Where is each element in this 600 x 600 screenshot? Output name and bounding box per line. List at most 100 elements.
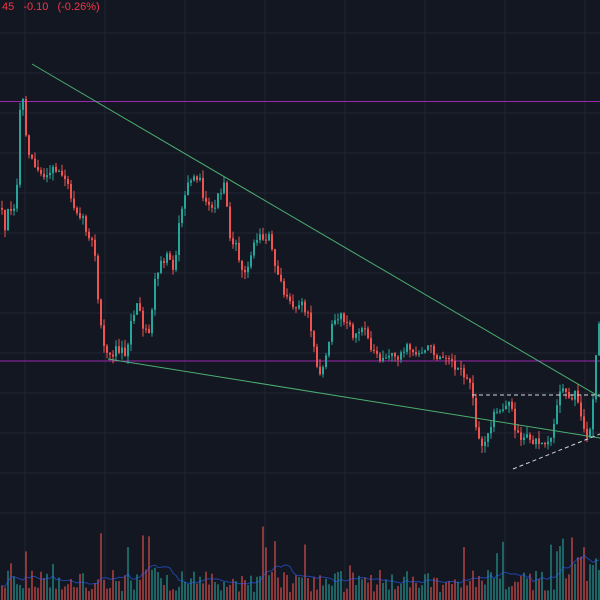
- candle-body-20: [61, 170, 63, 176]
- volume-bar-63: [190, 578, 192, 600]
- volume-bar-61: [184, 581, 186, 600]
- volume-bar-12: [37, 587, 39, 600]
- candle-body-105: [316, 346, 318, 367]
- volume-bar-152: [457, 581, 459, 600]
- volume-bar-97: [292, 583, 294, 600]
- candle-body-131: [394, 352, 396, 357]
- volume-bar-149: [448, 581, 450, 600]
- candle-body-130: [391, 352, 393, 356]
- candle-body-114: [343, 313, 345, 322]
- candle-body-190: [571, 397, 573, 400]
- volume-bar-92: [277, 577, 279, 600]
- volume-bar-41: [124, 575, 126, 600]
- volume-bar-101: [304, 544, 306, 600]
- volume-bar-181: [544, 590, 546, 600]
- candle-body-141: [424, 350, 426, 353]
- candle-body-144: [433, 345, 435, 356]
- volume-bar-33: [100, 533, 102, 600]
- volume-bar-140: [421, 585, 423, 600]
- volume-bar-19: [58, 577, 60, 600]
- candle-body-150: [451, 359, 453, 361]
- trendline-1[interactable]: [107, 358, 600, 439]
- candle-body-111: [334, 320, 336, 325]
- candle-body-147: [442, 356, 444, 358]
- candle-body-107: [322, 367, 324, 375]
- volume-bar-132: [397, 586, 399, 600]
- volume-bar-72: [217, 584, 219, 600]
- candle-body-161: [484, 441, 486, 446]
- candle-body-8: [25, 98, 27, 136]
- candle-body-13: [40, 170, 42, 174]
- volume-bar-81: [244, 580, 246, 600]
- candle-body-117: [352, 324, 354, 338]
- candle-body-189: [568, 391, 570, 398]
- candle-body-135: [406, 344, 408, 352]
- candle-body-101: [304, 301, 306, 313]
- dashed-trendline-3[interactable]: [512, 433, 600, 470]
- candle-body-181: [544, 442, 546, 445]
- volume-bar-167: [502, 541, 504, 600]
- volume-bar-13: [40, 571, 42, 600]
- volume-bar-46: [139, 579, 141, 600]
- volume-bar-131: [394, 589, 396, 600]
- candle-body-67: [202, 177, 204, 198]
- candle-body-129: [388, 355, 390, 358]
- volume-bar-1: [4, 587, 6, 600]
- volume-bar-15: [46, 573, 48, 600]
- volume-bar-182: [547, 590, 549, 600]
- volume-bar-96: [289, 591, 291, 600]
- volume-bar-192: [577, 557, 579, 600]
- volume-bar-22: [67, 584, 69, 600]
- candle-body-104: [313, 331, 315, 347]
- candle-body-154: [463, 368, 465, 378]
- candle-body-63: [190, 180, 192, 183]
- candle-body-78: [235, 242, 237, 245]
- candle-body-157: [472, 382, 474, 398]
- candle-body-65: [196, 176, 198, 181]
- volume-bar-80: [241, 576, 243, 600]
- last-price-label: 45: [2, 1, 15, 13]
- candle-body-158: [475, 397, 477, 428]
- volume-bar-38: [115, 581, 117, 600]
- volume-bar-26: [79, 573, 81, 600]
- candle-body-183: [550, 437, 552, 442]
- candle-body-70: [211, 204, 213, 208]
- volume-ma-line: [1, 554, 600, 588]
- volume-bar-125: [376, 584, 378, 600]
- candle-body-6: [19, 109, 21, 185]
- volume-bar-57: [172, 589, 174, 600]
- volume-bar-48: [145, 569, 147, 600]
- candle-body-66: [199, 177, 201, 181]
- candle-body-4: [13, 208, 15, 211]
- volume-bar-55: [166, 574, 168, 600]
- volume-bar-85: [256, 576, 258, 600]
- volume-bar-126: [379, 570, 381, 600]
- candle-body-16: [49, 173, 51, 176]
- volume-bar-69: [208, 584, 210, 600]
- candle-body-30: [91, 238, 93, 240]
- volume-bar-0: [1, 585, 3, 600]
- volume-bar-176: [529, 573, 531, 600]
- candle-body-31: [94, 239, 96, 256]
- candle-body-198: [595, 355, 597, 400]
- candle-body-15: [46, 175, 48, 178]
- candle-body-51: [154, 278, 156, 310]
- volume-bar-35: [106, 588, 108, 600]
- volume-bar-84: [253, 591, 255, 600]
- candle-body-199: [598, 323, 600, 356]
- candle-body-123: [370, 338, 372, 350]
- volume-bar-159: [478, 576, 480, 600]
- volume-bar-114: [343, 591, 345, 600]
- volume-bar-58: [175, 590, 177, 600]
- volume-bar-173: [520, 576, 522, 600]
- volume-bar-109: [328, 584, 330, 600]
- trendline-0[interactable]: [31, 63, 600, 398]
- candle-body-121: [364, 328, 366, 330]
- candle-body-29: [88, 231, 90, 239]
- candle-body-62: [187, 182, 189, 196]
- volume-bar-187: [562, 538, 564, 600]
- volume-bar-155: [466, 585, 468, 600]
- volume-bar-74: [223, 582, 225, 600]
